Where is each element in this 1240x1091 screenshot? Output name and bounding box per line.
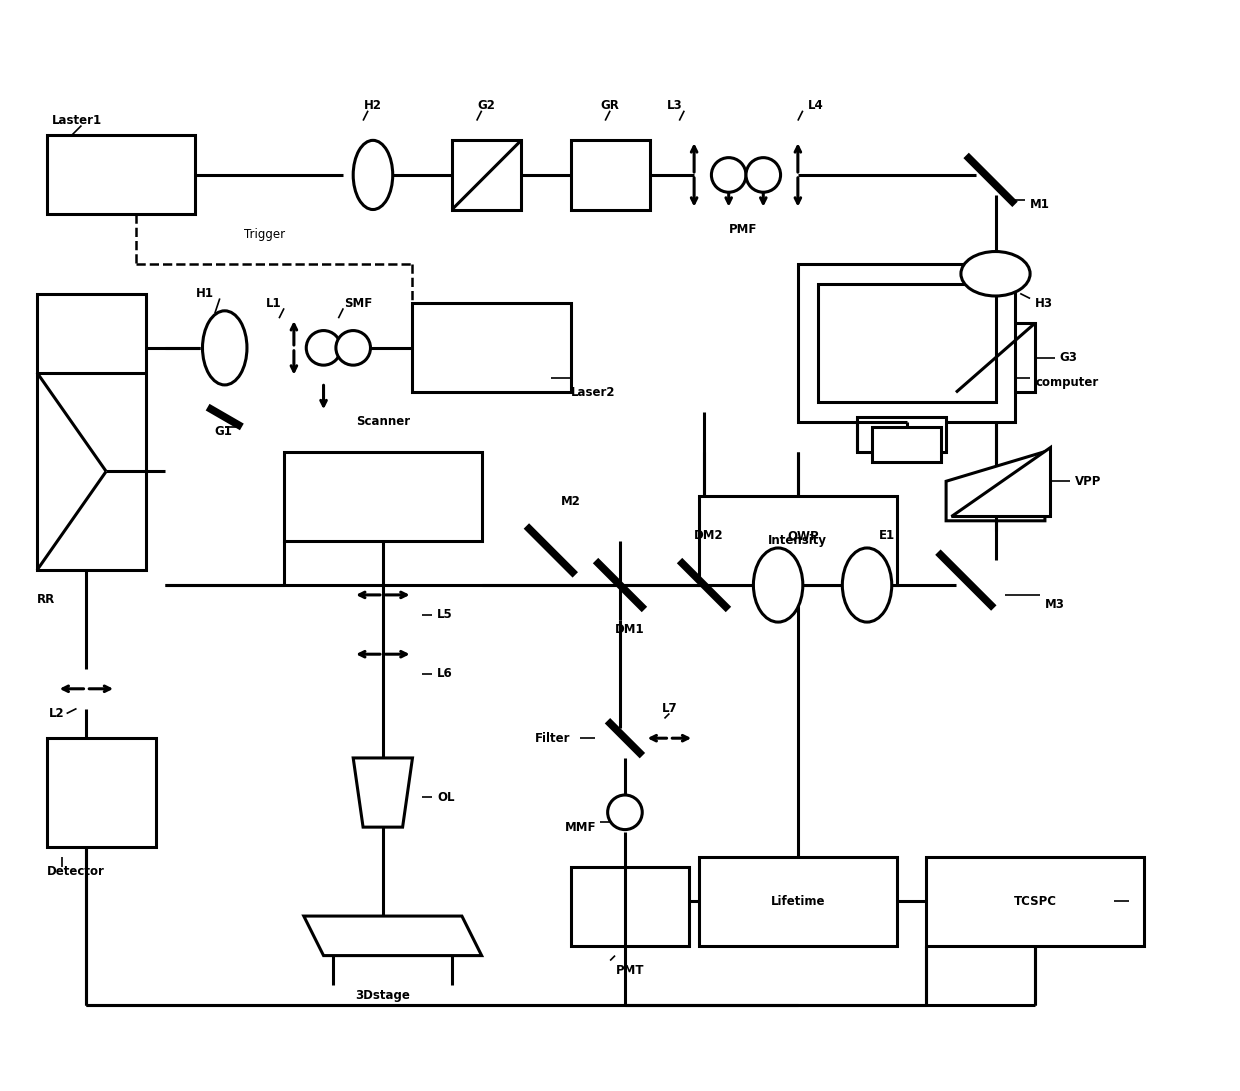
Text: DM1: DM1 [615, 623, 645, 636]
Bar [284, 452, 481, 540]
Text: SMF: SMF [343, 297, 372, 310]
Ellipse shape [353, 141, 393, 209]
Bar [817, 284, 996, 403]
Ellipse shape [608, 795, 642, 829]
Text: RR: RR [37, 594, 56, 607]
Ellipse shape [712, 157, 746, 192]
Text: Detector: Detector [47, 865, 104, 878]
Ellipse shape [754, 548, 802, 622]
Text: G2: G2 [477, 99, 496, 112]
Ellipse shape [336, 331, 371, 365]
Text: L7: L7 [662, 702, 677, 715]
Ellipse shape [842, 548, 892, 622]
Text: L5: L5 [438, 608, 453, 621]
Bar [956, 323, 1035, 393]
Ellipse shape [746, 157, 780, 192]
Text: Scanner: Scanner [356, 416, 410, 429]
Text: L1: L1 [267, 297, 281, 310]
Text: OL: OL [438, 791, 455, 804]
Bar [872, 427, 941, 461]
Text: G1: G1 [215, 425, 233, 439]
Bar [699, 856, 897, 946]
Bar [570, 141, 650, 209]
Text: 3Dstage: 3Dstage [356, 988, 410, 1002]
Text: L3: L3 [667, 99, 682, 112]
Text: H3: H3 [1035, 297, 1053, 310]
Text: H2: H2 [365, 99, 382, 112]
Text: Trigger: Trigger [244, 228, 285, 241]
Text: TCSPC: TCSPC [1013, 895, 1056, 908]
Text: E1: E1 [879, 529, 895, 542]
Polygon shape [353, 758, 413, 827]
Text: L2: L2 [48, 707, 64, 720]
Bar [413, 303, 570, 393]
Text: L6: L6 [438, 668, 453, 681]
Text: Intensity: Intensity [769, 535, 827, 547]
Ellipse shape [961, 252, 1030, 296]
Text: DM2: DM2 [694, 529, 724, 542]
Text: G3: G3 [1060, 351, 1078, 364]
Text: M3: M3 [1045, 598, 1065, 611]
Bar [926, 856, 1143, 946]
Bar [797, 264, 1016, 422]
Text: VPP: VPP [1075, 475, 1101, 488]
Text: QWP: QWP [787, 529, 818, 542]
Text: M1: M1 [1030, 199, 1050, 211]
Text: M2: M2 [560, 494, 580, 507]
Ellipse shape [306, 331, 341, 365]
Text: PMT: PMT [615, 964, 644, 976]
Text: GR: GR [600, 99, 620, 112]
Text: computer: computer [1035, 376, 1099, 389]
Text: Laster1: Laster1 [52, 115, 102, 127]
Bar [570, 866, 689, 946]
Polygon shape [951, 446, 1050, 516]
Text: PMF: PMF [729, 223, 758, 236]
Text: Laser2: Laser2 [570, 386, 615, 399]
Bar [47, 135, 195, 215]
Polygon shape [946, 452, 1045, 520]
Polygon shape [304, 916, 481, 956]
Text: MMF: MMF [564, 820, 596, 834]
Bar [699, 496, 897, 585]
Text: Lifetime: Lifetime [770, 895, 825, 908]
Text: L4: L4 [807, 99, 823, 112]
Text: Filter: Filter [536, 732, 570, 745]
Bar [857, 417, 946, 452]
Bar [453, 141, 521, 209]
Polygon shape [37, 293, 145, 571]
Ellipse shape [202, 311, 247, 385]
Bar [47, 739, 155, 847]
Text: H1: H1 [196, 287, 215, 300]
